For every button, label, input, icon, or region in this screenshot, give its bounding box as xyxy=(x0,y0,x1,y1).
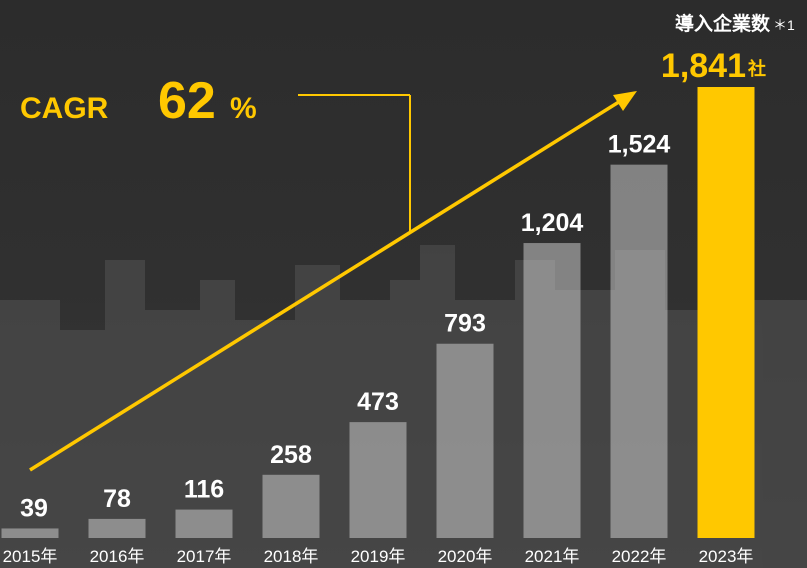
bar xyxy=(436,343,494,538)
value-label: 39 xyxy=(20,494,48,522)
bar xyxy=(523,243,581,538)
x-tick-label: 2018年 xyxy=(264,547,319,566)
value-label: 116 xyxy=(184,476,224,504)
value-label: 473 xyxy=(357,388,399,416)
annotation-label: CAGR xyxy=(20,92,109,125)
x-tick-label: 2022年 xyxy=(612,547,667,566)
chart-title: 導入企業数 xyxy=(675,12,771,35)
annotation-unit: % xyxy=(230,92,257,125)
bar xyxy=(88,518,146,538)
annotation-value: 62 xyxy=(158,72,216,130)
unit-label: 社 xyxy=(748,58,766,79)
x-tick-label: 2023年 xyxy=(699,547,754,566)
arrow-head xyxy=(613,91,637,111)
x-tick-label: 2017年 xyxy=(177,547,232,566)
bar xyxy=(697,87,755,538)
value-label: 1,841 xyxy=(661,47,746,85)
bar xyxy=(175,509,233,538)
bar xyxy=(349,422,407,538)
x-tick-label: 2020年 xyxy=(438,547,493,566)
value-label: 1,524 xyxy=(608,131,671,159)
bar xyxy=(610,164,668,538)
value-label: 78 xyxy=(103,485,131,513)
x-tick-label: 2016年 xyxy=(90,547,145,566)
x-tick-label: 2021年 xyxy=(525,547,580,566)
x-tick-label: 2019年 xyxy=(351,547,406,566)
x-tick-label: 2015年 xyxy=(3,547,58,566)
bar xyxy=(262,474,320,538)
trend-arrow xyxy=(29,98,623,472)
value-label: 1,204 xyxy=(521,209,584,237)
value-label: 258 xyxy=(270,441,312,469)
title-note: ＊1 xyxy=(773,17,795,33)
bar xyxy=(1,528,59,538)
value-label: 793 xyxy=(444,310,486,338)
